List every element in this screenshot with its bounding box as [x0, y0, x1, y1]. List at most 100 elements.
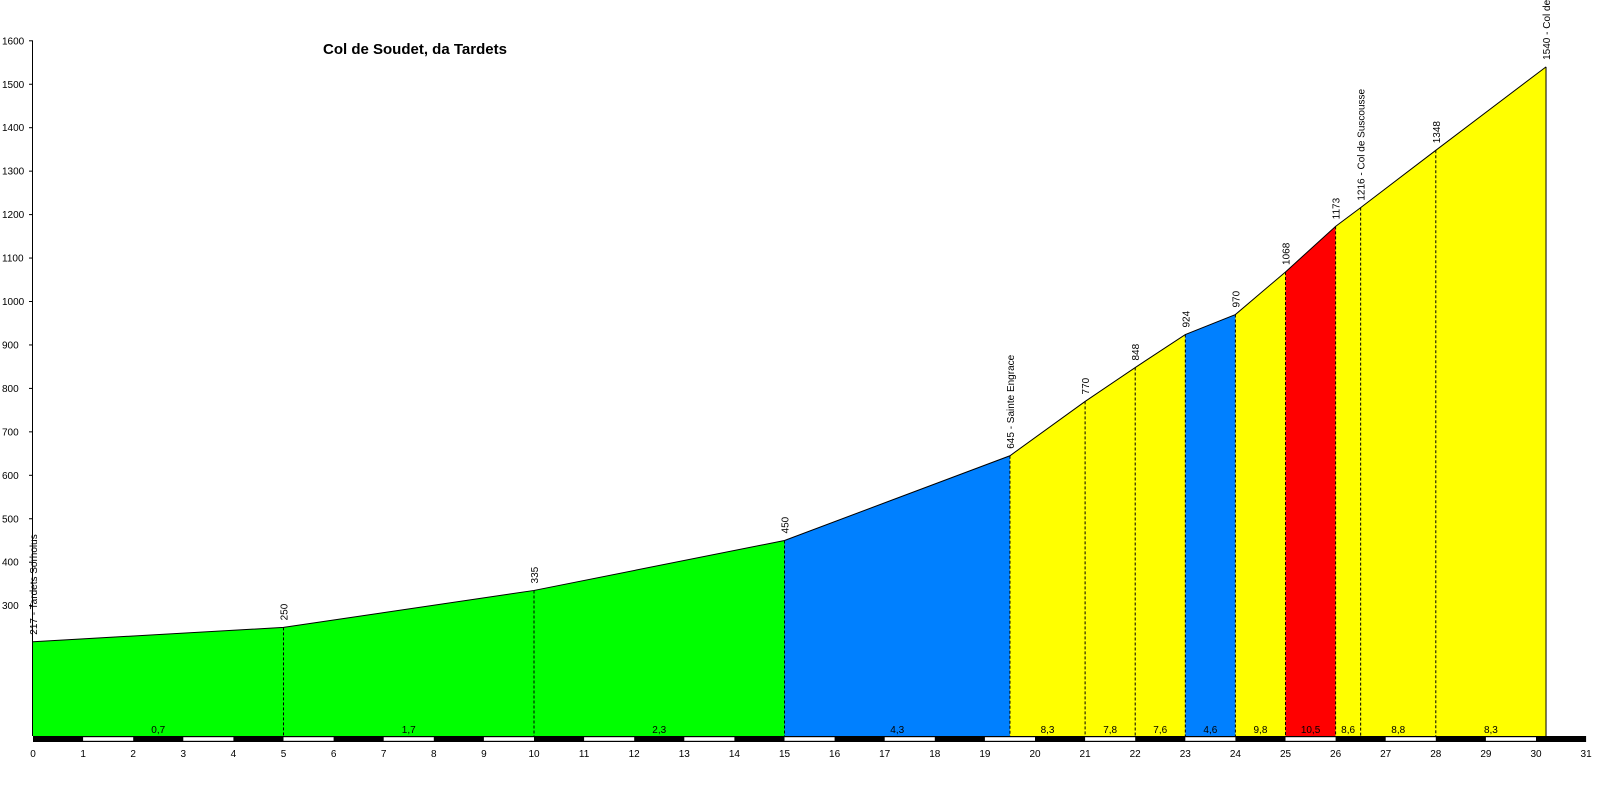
- x-tick-label: 8: [431, 749, 437, 760]
- grade-label: 10,5: [1301, 725, 1321, 736]
- baseline-white-block: [1185, 737, 1236, 741]
- baseline-white-block: [483, 737, 534, 741]
- y-tick-label: 1000: [2, 297, 25, 308]
- segment-fill-5: [1009, 401, 1086, 736]
- x-tick-label: 28: [1430, 749, 1442, 760]
- y-tick-label: 1100: [2, 254, 24, 265]
- segment-fill-12: [1360, 150, 1436, 736]
- segment-dividers: [283, 150, 1437, 736]
- grade-label: 1,7: [402, 725, 416, 736]
- baseline-white-block: [984, 737, 1035, 741]
- point-label: 450: [781, 516, 792, 533]
- point-label: 1068: [1282, 242, 1293, 265]
- x-tick-label: 27: [1380, 749, 1392, 760]
- segment-fill-3: [534, 540, 785, 736]
- grade-label: 8,8: [1391, 725, 1405, 736]
- x-tick-label: 3: [181, 749, 187, 760]
- x-tick-label: 30: [1530, 749, 1542, 760]
- profile-line: [32, 66, 1547, 643]
- grade-label: 8,3: [1484, 725, 1498, 736]
- baseline-white-block: [183, 737, 234, 741]
- y-tick-label: 1600: [2, 36, 25, 47]
- grade-label: 9,8: [1253, 725, 1267, 736]
- grade-label: 7,8: [1103, 725, 1117, 736]
- chart-title: Col de Soudet, da Tardets: [323, 41, 507, 58]
- y-tick-label: 800: [2, 384, 19, 395]
- point-label: 970: [1231, 290, 1242, 307]
- y-tick-label: 1400: [2, 123, 25, 134]
- grade-labels: 0,7 1,7 2,3 4,3 8,3 7,8 7,6 4,6 9,8 10,5 8,6 8,8 8,3: [151, 725, 1498, 736]
- x-tick-label: 6: [331, 749, 337, 760]
- segment-fill-2: [283, 590, 534, 736]
- x-tick-label: 14: [729, 749, 741, 760]
- x-tick-label: 29: [1480, 749, 1492, 760]
- x-tick-label: 2: [130, 749, 136, 760]
- baseline-white-block: [684, 737, 735, 741]
- grade-label: 2,3: [652, 725, 666, 736]
- x-tick-label: 1: [80, 749, 86, 760]
- x-tick-label: 4: [231, 749, 237, 760]
- grade-label: 4,6: [1203, 725, 1217, 736]
- x-tick-label: 11: [579, 749, 590, 760]
- x-tick-label: 31: [1581, 749, 1593, 760]
- x-tick-label: 16: [829, 749, 841, 760]
- segment-fill-11: [1335, 207, 1361, 736]
- y-tick-label: 400: [2, 558, 19, 569]
- y-tick-label: 1200: [2, 210, 25, 221]
- baseline-white-block: [1485, 737, 1536, 741]
- segment-fills: [33, 66, 1547, 737]
- baseline-white-block: [1285, 737, 1336, 741]
- segment-fill-8: [1185, 314, 1236, 736]
- x-tick-label: 25: [1280, 749, 1292, 760]
- segment-fill-7: [1135, 334, 1186, 736]
- segment-fill-1: [33, 627, 284, 736]
- point-label: 770: [1081, 377, 1092, 394]
- x-tick-label: 18: [929, 749, 941, 760]
- y-tick-label: 700: [2, 427, 19, 438]
- point-label: 645 - Sainte Engrace: [1006, 354, 1017, 448]
- distance-baseline: [33, 736, 1587, 742]
- y-tick-label: 1500: [2, 80, 25, 91]
- y-axis: 300 400 500 600 700 800 900 1000 1100 1200 1300 140…: [2, 36, 33, 736]
- x-tick-label: 19: [979, 749, 991, 760]
- y-tick-label: 500: [2, 514, 19, 525]
- x-tick-label: 7: [381, 749, 387, 760]
- y-tick-label: 600: [2, 471, 19, 482]
- x-tick-label: 13: [679, 749, 691, 760]
- x-tick-label: 26: [1330, 749, 1342, 760]
- x-tick-label: 23: [1180, 749, 1192, 760]
- segment-fill-9: [1235, 271, 1286, 736]
- baseline-white-block: [1385, 737, 1436, 741]
- point-label: 1216 - Col de Suscousse: [1357, 88, 1368, 200]
- segment-fill-6: [1085, 367, 1136, 736]
- x-tick-label: 12: [629, 749, 641, 760]
- x-tick-label: 15: [779, 749, 791, 760]
- x-tick-label: 5: [281, 749, 287, 760]
- y-tick-label: 1300: [2, 167, 25, 178]
- x-tick-label: 10: [528, 749, 540, 760]
- x-tick-label: 24: [1230, 749, 1242, 760]
- x-tick-label: 9: [481, 749, 487, 760]
- point-label: 335: [530, 566, 541, 583]
- grade-label: 7,6: [1153, 725, 1167, 736]
- baseline-white-block: [784, 737, 835, 741]
- baseline-white-block: [83, 737, 134, 741]
- x-tick-label: 22: [1130, 749, 1142, 760]
- point-label: 1540 - Col de Soudet: [1542, 0, 1553, 60]
- point-labels: 217 - Tardets Sorholus 250 335 450 645 - Sai…: [29, 0, 1553, 635]
- x-tick-label: 17: [879, 749, 891, 760]
- point-label: 1173: [1332, 197, 1343, 219]
- grade-label: 0,7: [151, 725, 165, 736]
- point-label: 217 - Tardets Sorholus: [29, 534, 40, 634]
- grade-label: 4,3: [890, 725, 904, 736]
- profile-outline: [32, 66, 1547, 736]
- baseline-white-block: [884, 737, 935, 741]
- baseline-white-block: [584, 737, 635, 741]
- point-label: 848: [1131, 343, 1142, 360]
- grade-label: 8,6: [1341, 725, 1355, 736]
- x-axis: 0 1 2 3 4 5 6 7 8 9 10 11 12 13 14 15 16 17 18 19 20 21 22 23 24…: [30, 749, 1592, 760]
- baseline-white-block: [383, 737, 434, 741]
- baseline-white-block: [283, 737, 334, 741]
- point-label: 1348: [1432, 121, 1443, 144]
